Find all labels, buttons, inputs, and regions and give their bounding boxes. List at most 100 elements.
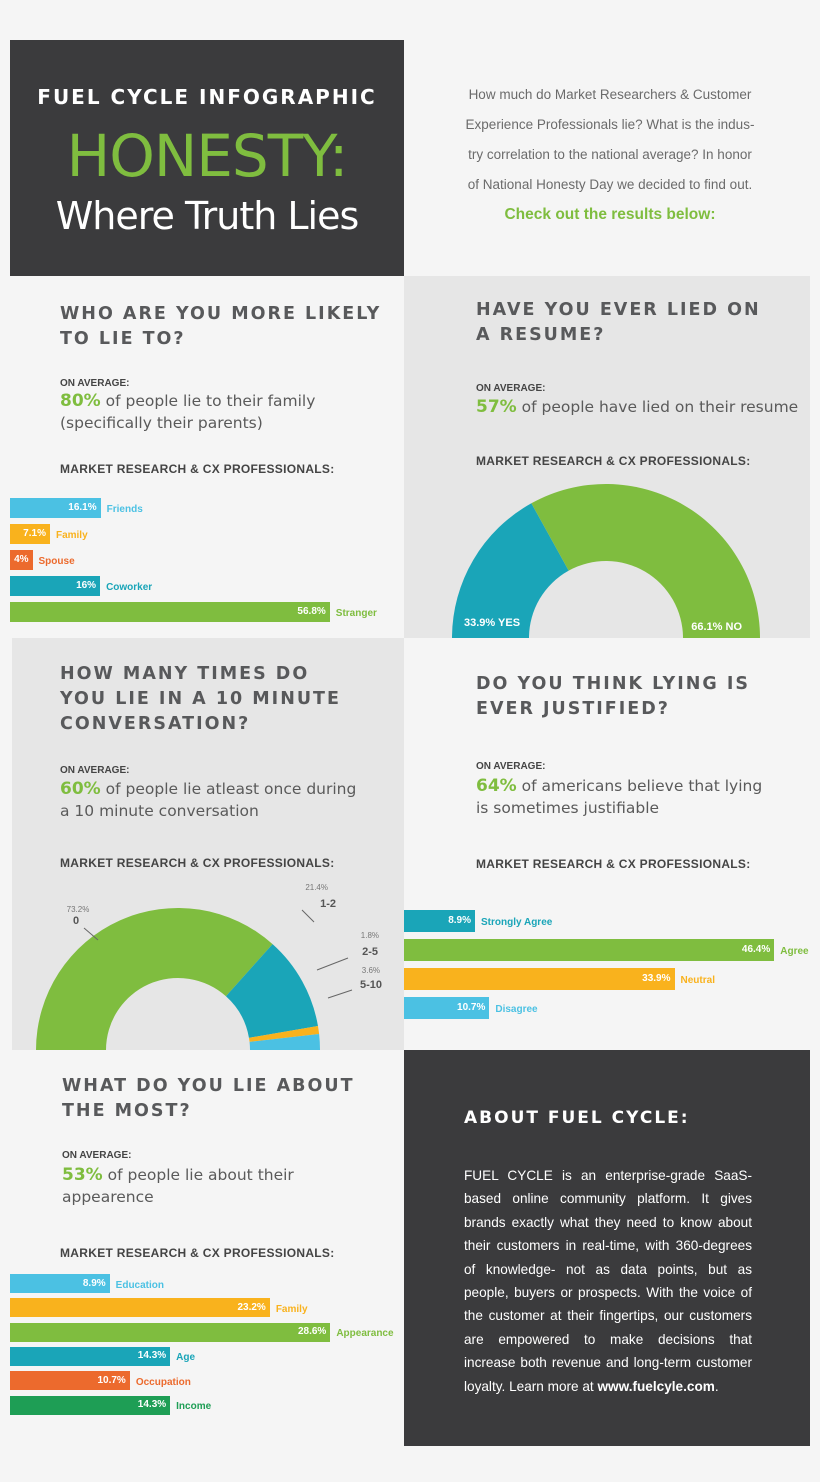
bar-occupation: 10.7% xyxy=(10,1371,130,1391)
bar-category-label: Strongly Agree xyxy=(481,917,553,928)
average-stat: 64% of americans believe that lying is s… xyxy=(476,775,806,819)
bar-age: 14.3% xyxy=(10,1346,171,1366)
bar-category-label: Disagree xyxy=(495,1004,538,1015)
header-subtitle: Where Truth Lies xyxy=(55,194,360,238)
bar-strongly-agree: 8.9% xyxy=(404,910,476,932)
stat-percent: 53% xyxy=(62,1165,103,1185)
donut-pct-label: 73.2% xyxy=(67,905,90,914)
stat-text: a 10 minute conversation xyxy=(60,802,259,820)
bar-disagree: 10.7% xyxy=(404,997,490,1019)
section-resume: HAVE YOU EVER LIED ON A RESUME? ON AVERA… xyxy=(404,276,810,638)
donut-category-label: 2-5 xyxy=(362,946,378,958)
leader-line xyxy=(327,989,353,999)
bar-family: 7.1% xyxy=(10,524,50,544)
bar-chart-lie-about: 8.9% Education 23.2% Family 28.6% Appearance 1… xyxy=(10,1274,404,1424)
donut-chart-times: 73.2%0 21.4% 1-2 1.8% 2-5 3.6% 5-10 xyxy=(36,883,382,1050)
average-stat: 60% of people lie atleast once during a … xyxy=(60,778,400,822)
on-average-label: ON AVERAGE: xyxy=(62,1150,132,1161)
bar-chart-justified: 8.9% Strongly Agree 46.4% Agree 33.9% Neutral… xyxy=(404,910,810,1030)
about-end: . xyxy=(714,1378,719,1394)
donut-category-label: 1-2 xyxy=(320,898,336,910)
leader-line xyxy=(301,909,315,923)
question-heading: HAVE YOU EVER LIED ON A RESUME? xyxy=(476,300,761,345)
intro-cta: Check out the results below: xyxy=(504,206,716,223)
donut-pct-label: 3.6% xyxy=(362,966,380,975)
bar-appearance: 28.6% xyxy=(10,1322,331,1342)
stat-percent: 57% xyxy=(476,397,517,417)
header-panel: FUEL CYCLE INFOGRAPHIC HONESTY: Where Tr… xyxy=(10,40,404,276)
donut-slice-1-2 xyxy=(225,944,318,1038)
mr-label: MARKET RESEARCH & CX PROFESSIONALS: xyxy=(60,1246,335,1260)
bar-chart-lie-to: 16.1% Friends 7.1% Family 4% Spouse 16% Coworke… xyxy=(10,498,404,628)
bar-value-label: 33.9% xyxy=(642,973,671,984)
donut-category-label: 0 xyxy=(73,915,79,927)
stat-text: is sometimes justifiable xyxy=(476,799,660,817)
bar-category-label: Spouse xyxy=(38,556,75,567)
bar-category-label: Age xyxy=(176,1352,196,1364)
bar-value-label: 7.1% xyxy=(23,528,46,539)
donut-slice-0 xyxy=(36,908,273,1050)
intro-line: Experience Professionals lie? What is th… xyxy=(465,117,755,132)
intro-line: How much do Market Researchers & Custome… xyxy=(468,87,752,102)
bar-value-label: 14.3% xyxy=(137,1399,167,1410)
bar-value-label: 16% xyxy=(76,580,97,591)
stat-text: of people lie atleast once during xyxy=(100,780,357,798)
average-stat: 80% of people lie to their family (speci… xyxy=(60,390,400,434)
intro-block: How much do Market Researchers & Custome… xyxy=(440,80,780,224)
average-stat: 57% of people have lied on their resume xyxy=(476,396,806,418)
bar-category-label: Appearance xyxy=(336,1328,394,1340)
stat-text: of people have lied on their resume xyxy=(516,398,799,416)
bar-agree: 46.4% xyxy=(404,939,775,961)
question-heading: DO YOU THINK LYING IS EVER JUSTIFIED? xyxy=(476,674,750,719)
average-stat: 53% of people lie about their appearence xyxy=(62,1164,392,1208)
bar-category-label: Family xyxy=(55,530,88,541)
about-heading: ABOUT FUEL CYCLE: xyxy=(464,1108,690,1128)
on-average-label: ON AVERAGE: xyxy=(60,378,130,389)
bar-category-label: Education xyxy=(115,1279,165,1291)
mr-label: MARKET RESEARCH & CX PROFESSIONALS: xyxy=(476,454,751,468)
about-text: FUEL CYCLE is an enterprise-grade SaaS-b… xyxy=(464,1168,752,1394)
bar-value-label: 14.3% xyxy=(137,1350,167,1362)
question-heading: HOW MANY TIMES DO YOU LIE IN A 10 MINUTE… xyxy=(60,664,341,734)
donut-pct-label: 21.4% xyxy=(305,883,328,892)
mr-label: MARKET RESEARCH & CX PROFESSIONALS: xyxy=(60,462,335,476)
bar-stranger: 56.8% xyxy=(10,602,330,622)
bar-category-label: Friends xyxy=(106,504,143,515)
bar-education: 8.9% xyxy=(10,1274,110,1293)
mr-label: MARKET RESEARCH & CX PROFESSIONALS: xyxy=(60,856,335,870)
on-average-label: ON AVERAGE: xyxy=(476,761,546,772)
bar-value-label: 46.4% xyxy=(741,944,771,955)
bar-coworker: 16% xyxy=(10,576,101,596)
bar-value-label: 8.9% xyxy=(448,915,472,926)
stat-text: (specifically their parents) xyxy=(60,414,263,432)
about-panel: ABOUT FUEL CYCLE: FUEL CYCLE is an enter… xyxy=(404,1050,810,1446)
section-likely: WHO ARE YOU MORE LIKELY TO LIE TO? ON AV… xyxy=(0,276,404,638)
on-average-label: ON AVERAGE: xyxy=(476,383,546,394)
donut-slice-no xyxy=(531,484,760,638)
stat-text: appearence xyxy=(62,1188,154,1206)
bar-value-label: 16.1% xyxy=(68,502,97,513)
donut-label-yes: 33.9% YES xyxy=(464,617,520,629)
bar-category-label: Family xyxy=(275,1303,308,1315)
section-times: HOW MANY TIMES DO YOU LIE IN A 10 MINUTE… xyxy=(12,638,404,1050)
donut-slice-yes xyxy=(452,503,569,638)
stat-percent: 64% xyxy=(476,776,517,796)
bar-neutral: 33.9% xyxy=(404,968,675,990)
donut-category-label: 5-10 xyxy=(360,979,382,991)
section-lie-about: WHAT DO YOU LIE ABOUT THE MOST? ON AVERA… xyxy=(0,1050,404,1446)
donut-slice-2-5 xyxy=(248,1026,320,1042)
bar-category-label: Neutral xyxy=(680,975,715,986)
bar-value-label: 23.2% xyxy=(237,1301,266,1313)
about-link[interactable]: www.fuelcyle.com xyxy=(597,1378,715,1394)
bar-value-label: 10.7% xyxy=(97,1374,126,1386)
stat-text: of people lie about their xyxy=(102,1166,294,1184)
bar-category-label: Agree xyxy=(780,946,809,957)
bar-category-label: Income xyxy=(176,1401,212,1412)
intro-line: of National Honesty Day we decided to fi… xyxy=(467,177,753,192)
bar-value-label: 56.8% xyxy=(297,606,326,617)
bar-income: 14.3% xyxy=(10,1395,171,1415)
bar-spouse: 4% xyxy=(10,550,33,570)
donut-chart-resume: 33.9% YES 66.1% NO xyxy=(452,484,760,638)
intro-line: try correlation to the national average?… xyxy=(468,147,752,162)
question-heading: WHAT DO YOU LIE ABOUT THE MOST? xyxy=(62,1076,355,1121)
